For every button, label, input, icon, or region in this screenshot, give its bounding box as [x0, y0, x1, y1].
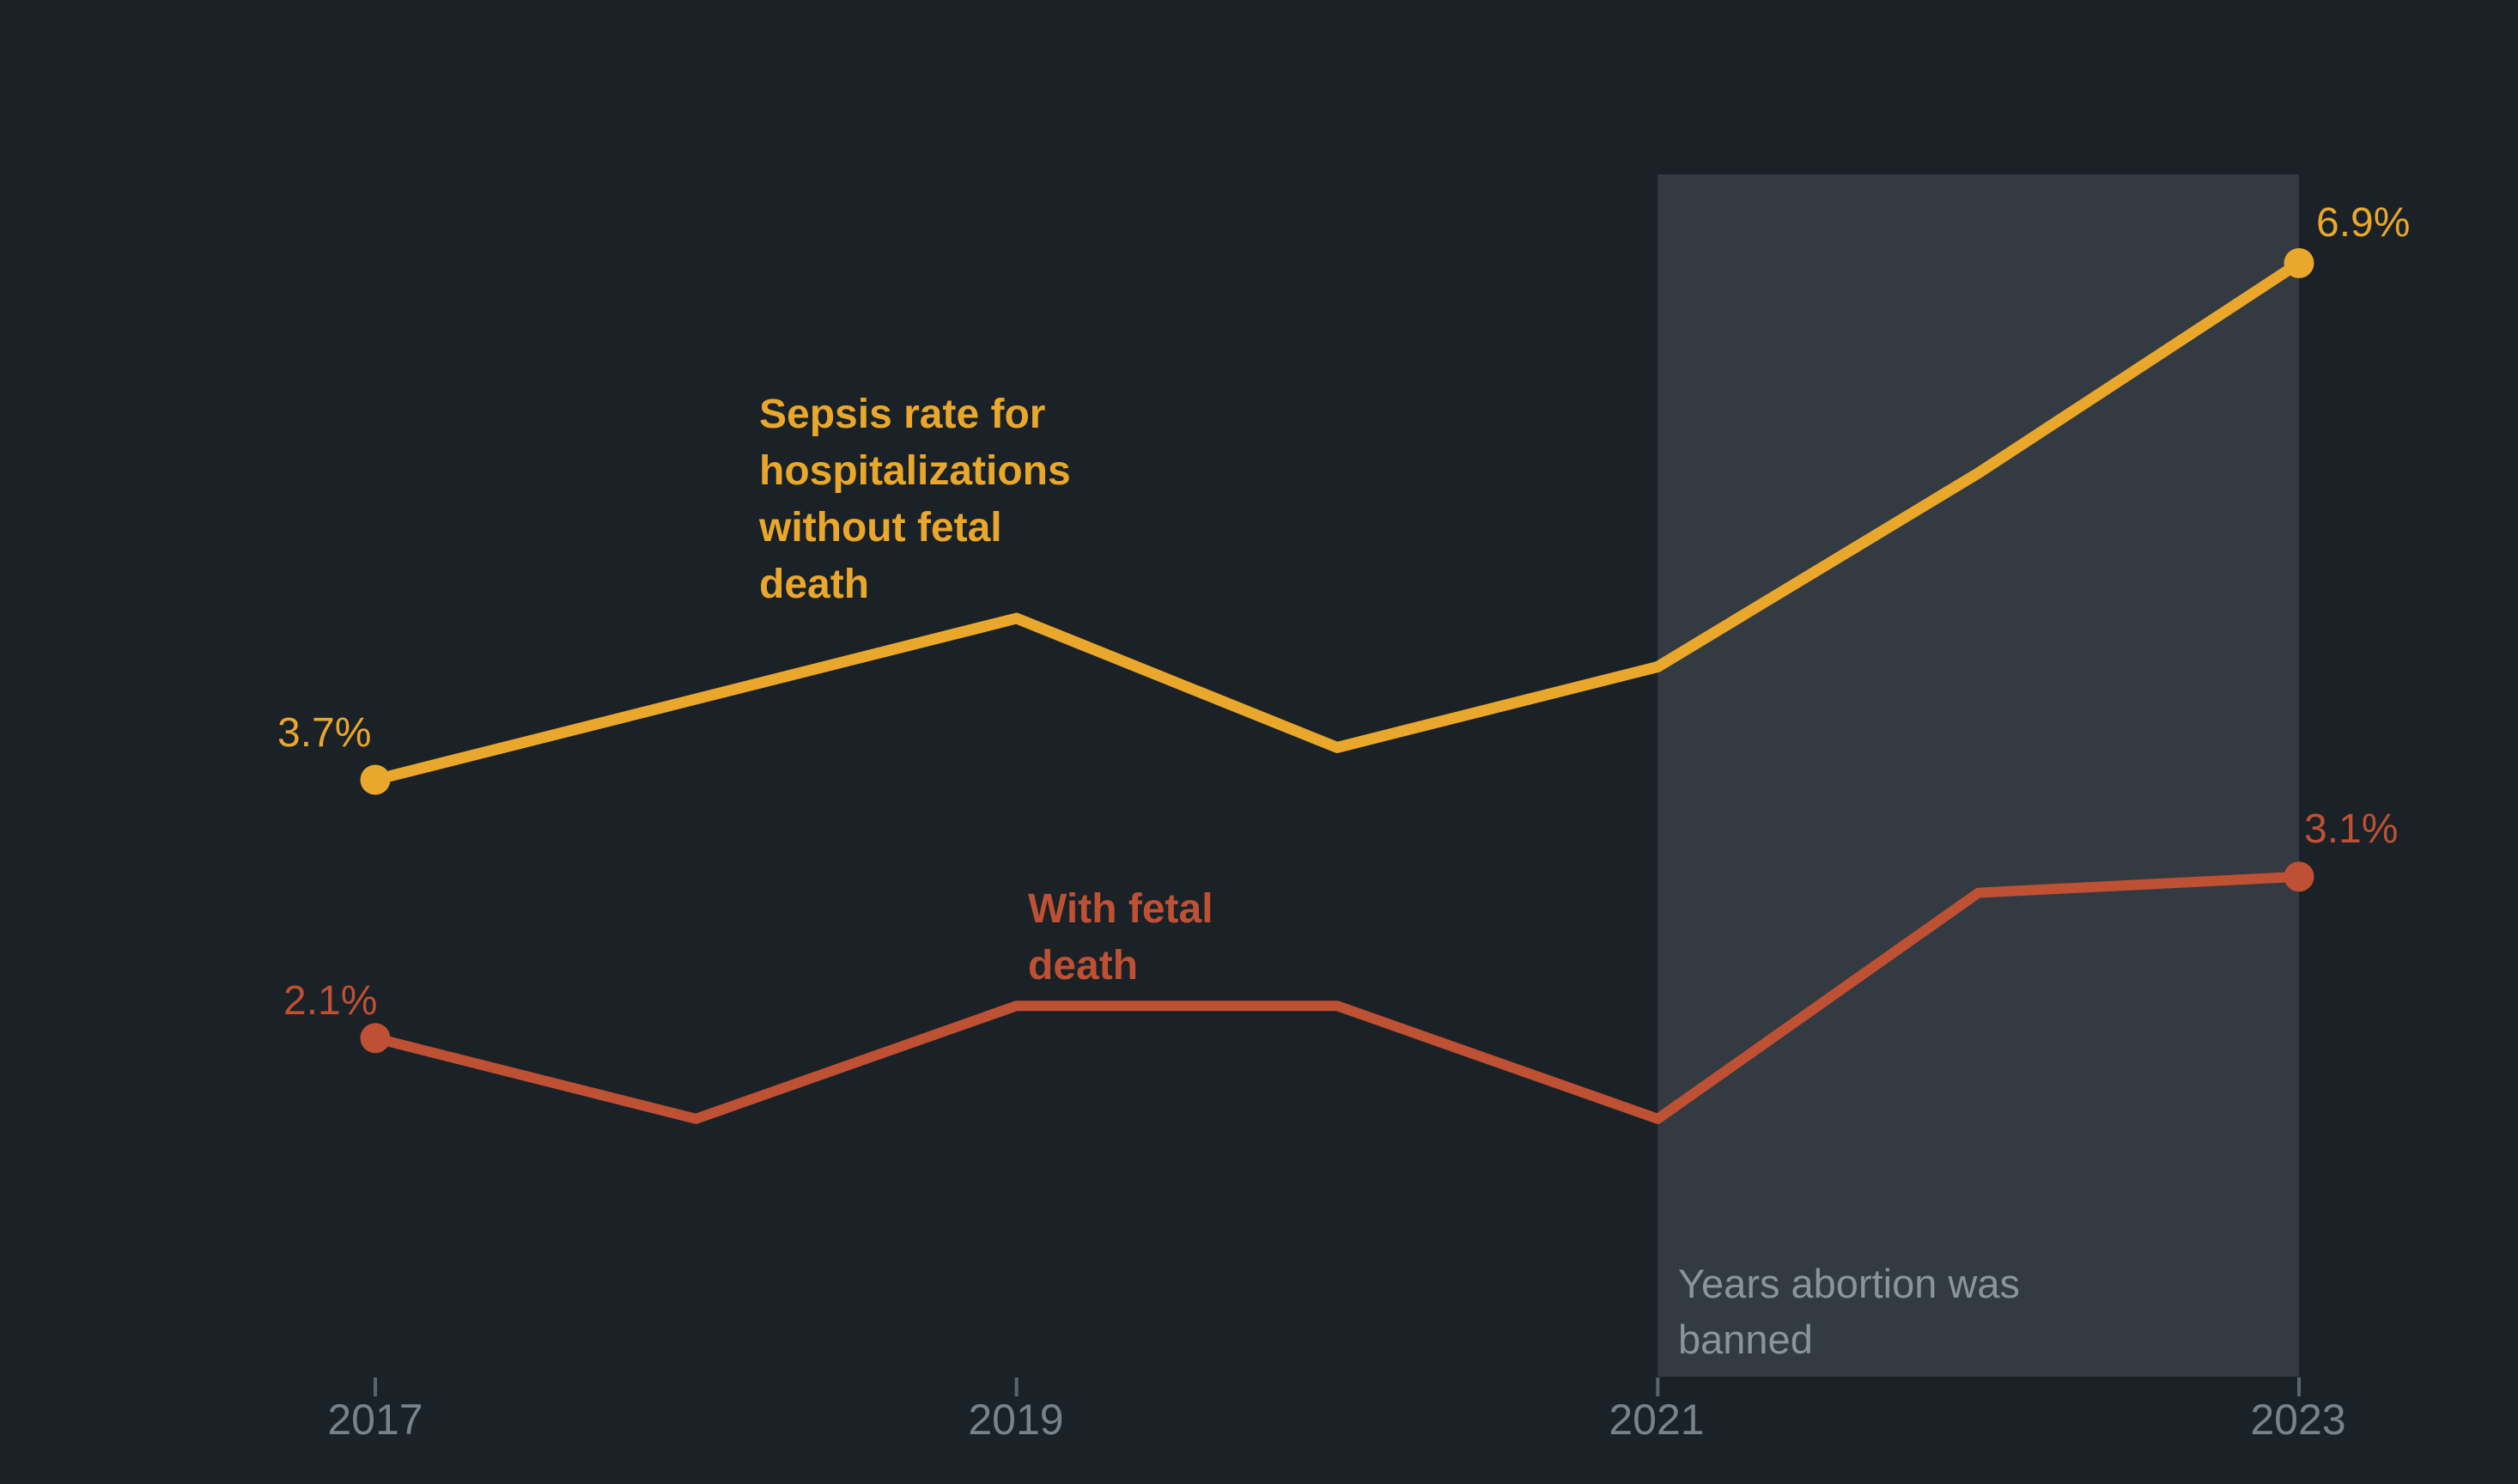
- value-label-without-fetal-death-start: 3.7%: [277, 710, 372, 756]
- value-label-with-fetal-death-start: 2.1%: [283, 978, 378, 1024]
- banned-years-annotation: Years abortion was banned: [1678, 1261, 2021, 1362]
- series-label-without-fetal-death: Sepsis rate for hospitalizations without…: [759, 392, 1071, 607]
- x-axis-label-2021: 2021: [1609, 1396, 1705, 1444]
- endpoint-dot-with-fetal-death-start: [360, 1023, 391, 1054]
- value-label-without-fetal-death-end: 6.9%: [2316, 200, 2411, 246]
- value-label-with-fetal-death-end: 3.1%: [2304, 806, 2399, 852]
- x-axis-label-2017: 2017: [327, 1396, 423, 1444]
- series-line-with-fetal-death: [370, 871, 2304, 1124]
- x-axis-label-2023: 2023: [2250, 1396, 2346, 1444]
- endpoint-dot-with-fetal-death-end: [2284, 861, 2314, 892]
- series-line-without-fetal-death: [369, 257, 2305, 786]
- endpoint-dot-without-fetal-death-end: [2284, 247, 2314, 278]
- series-label-with-fetal-death: With fetal death: [1028, 886, 1213, 988]
- banned-years-band: [1657, 174, 2299, 1377]
- endpoint-dot-without-fetal-death-start: [360, 764, 391, 795]
- x-axis-label-2019: 2019: [968, 1396, 1064, 1444]
